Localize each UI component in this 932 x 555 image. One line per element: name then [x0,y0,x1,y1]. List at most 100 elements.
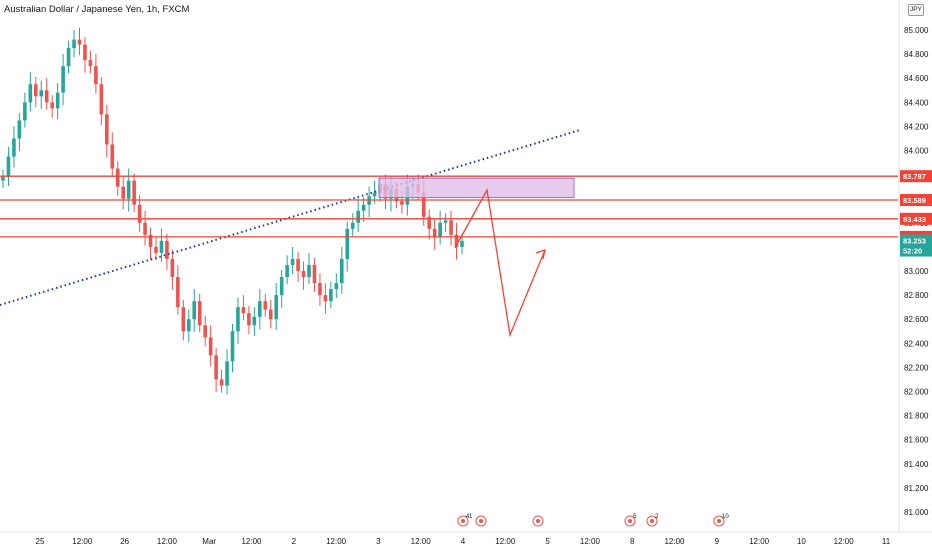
last-price-label: 83.253 [903,237,926,246]
price-level-tag-label: 83.433 [903,215,926,224]
candle-body [159,240,164,253]
y-tick-label: 81.200 [904,484,929,493]
price-level-tag [900,170,932,183]
candle-body [88,60,93,67]
y-tick-label: 84.000 [904,147,929,156]
candle-body [432,228,437,238]
x-tick-label: 12:00 [72,537,93,546]
candle-body [274,295,279,320]
x-tick-label: 11 [882,537,891,546]
price-level-tag-label: 83.787 [903,172,926,181]
candle-body [99,84,104,115]
y-tick-label: 83.000 [904,267,929,276]
candle-body [438,222,442,238]
x-tick-label: 26 [120,537,129,546]
currency-badge[interactable]: JPY [908,4,924,16]
event-marker-count: 1 [469,514,473,520]
candle-body [1,177,5,181]
x-tick-label: 9 [715,537,720,546]
candle-body [454,234,459,247]
candle-body [230,331,235,362]
candle-body [285,264,289,278]
candle-body [105,114,109,145]
candle-body [121,186,126,199]
candle-body [39,90,44,97]
candle-body [449,220,453,235]
candle-body [181,307,186,332]
candle-body [214,355,218,380]
candle-body [126,180,131,199]
candle-body [296,258,300,271]
candle-body [176,277,180,308]
y-tick-label: 82.200 [904,363,929,372]
candle-body [241,307,246,314]
y-tick-label: 84.800 [904,50,929,59]
projection-path [454,188,546,338]
x-tick-label: 12:00 [326,537,347,546]
y-tick-label: 84.600 [904,74,929,83]
x-tick-label: 12:00 [495,537,516,546]
y-tick-label: 81.600 [904,436,929,445]
candle-body [44,90,49,103]
candle-body [329,289,333,302]
event-marker-dot [536,519,540,523]
y-tick-label: 84.200 [904,122,929,131]
x-tick-label: 8 [630,537,635,546]
candle-body [301,271,306,278]
event-marker-dot [479,519,483,523]
candle-body [258,301,262,317]
candle-body [339,258,344,284]
event-marker-dot [650,519,654,523]
candle-body [427,216,432,229]
candle-body [400,201,404,205]
candle-body [197,301,202,326]
x-tick-label: 10 [797,537,806,546]
candle-body [236,307,240,332]
candle-body [148,234,153,247]
event-marker-count: 2 [655,514,659,520]
chart-title: Australian Dollar / Japanese Yen, 1h, FX… [4,4,190,15]
candle-body [252,316,257,326]
last-price-countdown: 52:20 [903,247,922,256]
x-tick-label: 25 [36,537,45,546]
candle-body [110,144,115,169]
y-tick-label: 81.800 [904,412,929,421]
y-tick-label: 82.000 [904,388,929,397]
x-tick-label: 12:00 [580,537,601,546]
candle-body [307,264,311,278]
candle-body [312,264,317,284]
candle-body [154,246,158,253]
candle-body [219,379,224,386]
candle-body [323,295,328,302]
candle-body [50,102,54,109]
candle-body [83,44,87,61]
candle-body [170,258,175,278]
candle-body [6,156,11,178]
candle-body [94,66,98,85]
candle-body [421,192,426,217]
x-tick-label: 12:00 [157,537,178,546]
y-tick-label: 82.400 [904,339,929,348]
event-marker-dot [717,519,721,523]
candle-body [186,319,191,332]
candle-body [356,210,360,223]
candle-body [361,204,366,211]
event-marker-count: 5 [633,514,637,520]
candle-body [460,240,464,247]
x-tick-label: 12:00 [411,537,432,546]
candle-body [17,120,22,139]
x-tick-label: 12:00 [834,537,855,546]
candle-body [77,39,82,45]
candle-body [247,313,251,326]
x-tick-label: 12:00 [664,537,685,546]
candle-body [137,204,142,223]
event-marker-dot [628,519,632,523]
candle-body [192,301,197,320]
x-tick-label: 5 [545,537,550,546]
candle-body [203,325,207,338]
candle-body [350,222,355,229]
price-level-tag [900,194,932,207]
candle-body [12,138,16,157]
